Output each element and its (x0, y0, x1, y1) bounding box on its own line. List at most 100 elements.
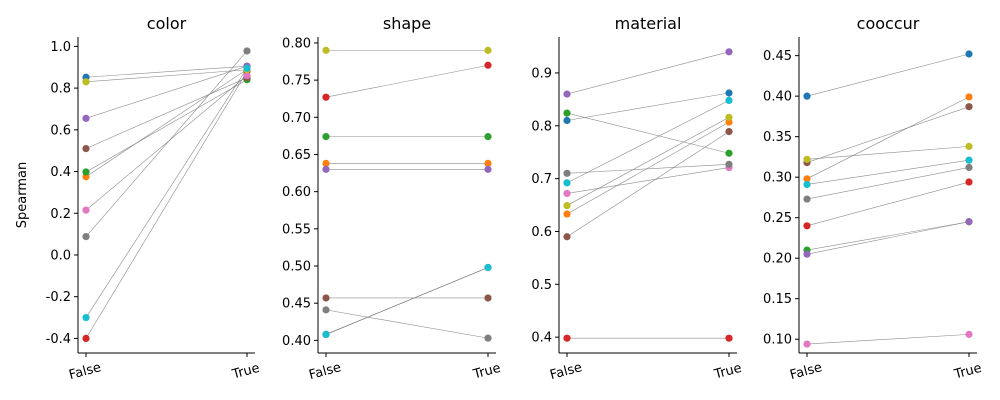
connector-line (806, 106, 970, 163)
y-tick-label: 0.75 (282, 74, 311, 89)
data-point-true (965, 218, 973, 226)
data-point-true (725, 113, 733, 121)
y-tick-label: 0.6 (531, 225, 552, 240)
y-tick-label: 0.7 (531, 172, 552, 187)
connector-line (325, 267, 489, 335)
data-point-false (322, 93, 330, 101)
x-tick-label: False (307, 360, 342, 383)
data-point-false (803, 222, 811, 230)
y-tick-label: 0.8 (531, 119, 552, 134)
data-point-true (965, 103, 973, 111)
chart-title: cooccur (857, 14, 920, 33)
y-tick-label: 0.20 (763, 252, 792, 267)
y-tick-label: 0.8 (50, 82, 71, 97)
data-point-false (563, 179, 571, 187)
y-tick-label: 0.70 (282, 111, 311, 126)
data-point-false (563, 334, 571, 342)
data-point-false (563, 210, 571, 218)
data-point-true (965, 330, 973, 338)
connector-line (325, 309, 489, 339)
connector-line (806, 221, 970, 251)
data-point-false (322, 330, 330, 339)
connector-line (566, 117, 730, 206)
data-point-false (322, 159, 330, 167)
connector-line (566, 121, 730, 215)
x-tick-label: True (952, 361, 984, 383)
connector-line (566, 100, 730, 184)
data-point-true (965, 142, 973, 150)
data-point-false (322, 165, 330, 173)
data-point-true (484, 133, 492, 141)
data-point-false (803, 195, 811, 203)
y-tick-label: 0.4 (531, 331, 552, 346)
connector-line (806, 334, 970, 345)
connector-line (806, 96, 970, 180)
y-tick-label: 0.35 (763, 130, 792, 145)
y-tick-label: 0.25 (763, 211, 792, 226)
y-tick-label: 0.80 (282, 36, 311, 51)
data-point-true (484, 61, 492, 69)
data-point-false (82, 233, 90, 241)
y-tick-label: 0.30 (763, 171, 792, 186)
connector-line (566, 92, 730, 121)
data-point-false (803, 340, 811, 348)
y-tick-label: 0.60 (282, 185, 311, 200)
data-point-false (322, 294, 330, 302)
connector-line (85, 71, 248, 339)
data-point-true (484, 159, 492, 167)
data-point-true (965, 178, 973, 186)
connector-line (806, 146, 970, 160)
y-tick-label: 0.40 (282, 334, 311, 349)
connector-line (566, 167, 730, 194)
chart-panel-color: color Spearman -0.4 -0.2 0.0 0.2 0.4 0.6 0.8 1.0 F… (15, 14, 261, 383)
data-point-true (965, 156, 973, 164)
chart-title: shape (383, 14, 431, 33)
y-tick-label: -0.2 (46, 290, 71, 305)
y-tick-label: 0.2 (50, 207, 71, 222)
data-point-true (965, 93, 973, 101)
data-point-true (725, 127, 733, 136)
chart-title: color (147, 14, 187, 33)
data-point-true (243, 47, 251, 55)
data-point-true (243, 64, 251, 72)
x-tick-label: False (548, 360, 583, 383)
y-tick-label: 0.4 (50, 165, 71, 180)
chart-panel-material: material 0.4 0.5 0.6 0.7 0.8 0.9 False True (531, 14, 743, 383)
data-point-true (725, 160, 733, 168)
connector-line (85, 75, 248, 211)
data-point-false (803, 155, 811, 163)
data-point-true (725, 89, 733, 97)
y-tick-label: 0.40 (763, 90, 792, 105)
connector-line (806, 181, 970, 227)
y-tick-label: 1.0 (50, 40, 71, 55)
data-point-false (563, 116, 571, 125)
data-point-true (243, 71, 251, 80)
data-point-true (965, 50, 973, 58)
chart-panel-cooccur: cooccur 0.10 0.15 0.20 0.25 0.30 0.35 0.40 0.45 F… (763, 14, 983, 383)
y-tick-label: -0.4 (46, 332, 71, 347)
y-tick-label: 0.15 (763, 292, 792, 307)
connector-line (85, 69, 248, 83)
connector-line (85, 50, 248, 237)
data-point-true (484, 46, 492, 54)
y-tick-label: 0.0 (50, 248, 71, 263)
data-point-true (965, 163, 973, 172)
data-point-true (725, 149, 733, 157)
data-point-false (563, 90, 571, 98)
data-point-false (82, 206, 90, 214)
data-point-true (484, 294, 492, 302)
y-axis-label: Spearman (15, 162, 30, 228)
x-tick-label: True (230, 361, 262, 383)
data-point-false (563, 189, 571, 198)
data-point-false (803, 250, 811, 258)
connector-line (806, 159, 970, 185)
data-point-false (803, 180, 811, 189)
y-tick-label: 0.6 (50, 123, 71, 138)
y-tick-label: 0.9 (531, 66, 552, 81)
data-point-false (563, 109, 571, 117)
y-tick-label: 0.65 (282, 148, 311, 163)
data-point-true (484, 263, 492, 272)
data-point-false (82, 168, 90, 176)
connector-line (325, 64, 489, 98)
